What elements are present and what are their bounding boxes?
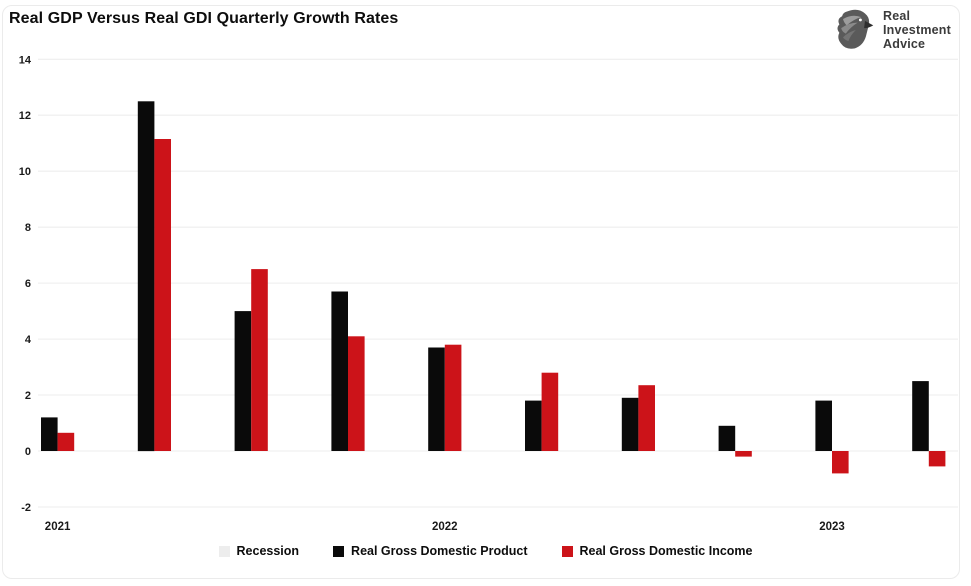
bar-gdp-2023-q2 — [912, 381, 929, 452]
brand-line: Investment — [883, 23, 951, 37]
bar-gdi-2021-q1 — [57, 432, 75, 451]
y-tick-label: 0 — [25, 446, 31, 458]
chart-legend: Recession Real Gross Domestic Product Re… — [0, 544, 971, 558]
bar-gdp-2021-q3 — [234, 311, 252, 451]
y-tick-label: 4 — [25, 334, 32, 346]
bar-gdp-2022-q1 — [428, 347, 445, 451]
bar-gdp-2023-q1 — [815, 400, 832, 451]
y-tick-label: 8 — [25, 222, 31, 234]
bar-gdi-2022-q4 — [735, 451, 752, 457]
bar-gdi-2022-q1 — [444, 344, 462, 451]
bar-gdi-2023-q2 — [928, 451, 946, 467]
eagle-icon — [837, 9, 874, 49]
legend-item-gdi: Real Gross Domestic Income — [561, 544, 753, 558]
bar-gdp-2021-q4 — [331, 291, 348, 451]
bar-gdp-2021-q2 — [137, 101, 155, 452]
legend-item-gdp: Real Gross Domestic Product — [333, 544, 528, 558]
x-tick-label-2023: 2023 — [819, 521, 845, 533]
chart-title: Real GDP Versus Real GDI Quarterly Growt… — [9, 10, 399, 27]
y-tick-label: 6 — [25, 278, 31, 290]
bar-gdi-2021-q4 — [348, 336, 365, 451]
bar-gdp-2022-q2 — [525, 400, 542, 451]
brand-logo: Real Investment Advice — [832, 8, 951, 52]
gdp-swatch — [333, 545, 345, 557]
bar-gdi-2023-q1 — [832, 451, 849, 474]
brand-line: Advice — [883, 37, 926, 51]
bar-gdp-2022-q4 — [718, 425, 736, 451]
bar-gdp-2022-q3 — [621, 397, 639, 451]
bar-gdi-2022-q3 — [638, 385, 655, 451]
y-tick-label: -2 — [21, 502, 31, 514]
bar-gdi-2021-q2 — [154, 139, 171, 451]
legend-label-gdp: Real Gross Domestic Product — [351, 544, 528, 558]
y-tick-label: 10 — [19, 166, 31, 178]
y-tick-label: 14 — [19, 54, 32, 66]
gdi-swatch — [561, 545, 573, 557]
recession-swatch — [218, 545, 230, 557]
x-tick-label-2021: 2021 — [45, 521, 71, 533]
brand-name: Real Investment Advice — [883, 9, 951, 51]
bar-gdi-2022-q2 — [541, 372, 559, 451]
brand-line: Real — [883, 9, 911, 23]
legend-label-gdi: Real Gross Domestic Income — [579, 544, 753, 558]
x-tick-label-2022: 2022 — [432, 521, 458, 533]
legend-label-recession: Recession — [236, 544, 300, 558]
bar-gdp-2021-q1 — [41, 417, 58, 451]
y-tick-label: 12 — [19, 110, 31, 122]
y-tick-label: 2 — [25, 390, 31, 402]
legend-item-recession: Recession — [218, 544, 300, 558]
bar-gdi-2021-q3 — [251, 269, 268, 451]
